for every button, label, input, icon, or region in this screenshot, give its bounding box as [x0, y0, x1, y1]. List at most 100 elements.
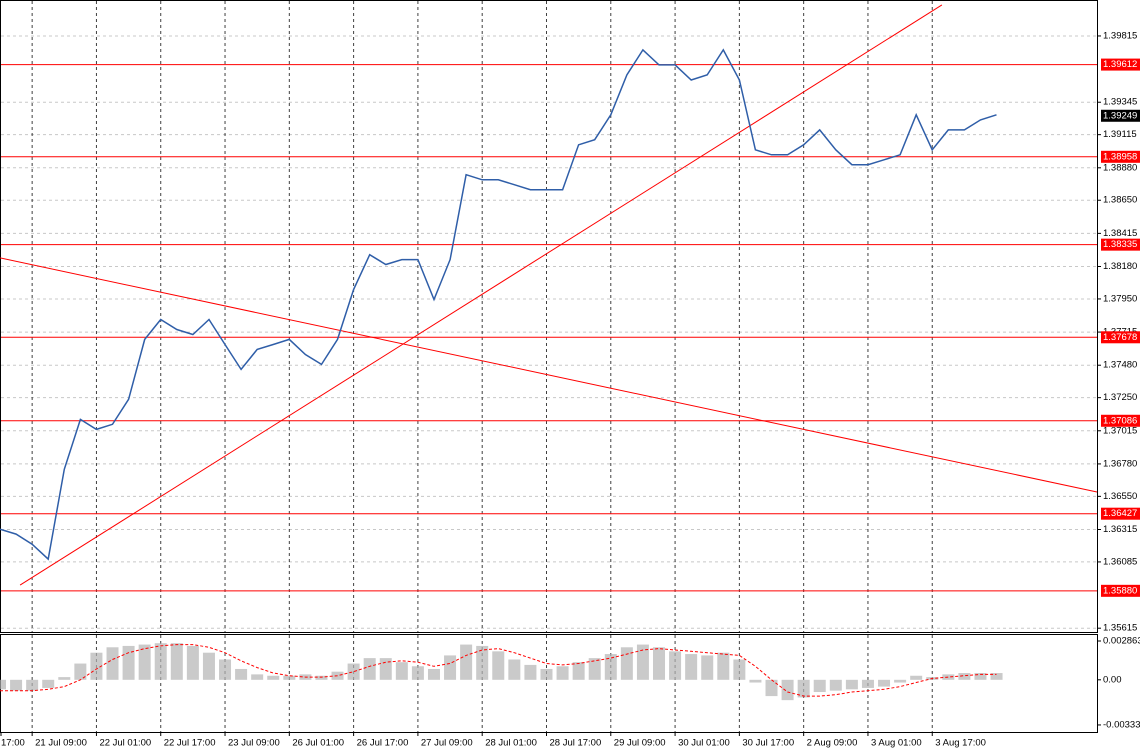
histogram-bar [235, 668, 248, 680]
histogram-bar [122, 645, 135, 680]
histogram-bar [26, 679, 39, 691]
level-label: 1.38335 [1103, 239, 1137, 250]
histogram-bar [813, 679, 826, 693]
y-tick-label: 0.00 [1103, 674, 1122, 685]
histogram-bar [669, 651, 682, 680]
histogram-bar [106, 647, 119, 680]
histogram-bar [347, 663, 360, 680]
histogram-bar [556, 666, 569, 680]
x-tick-label: 28 Jul 17:00 [549, 738, 601, 749]
x-tick-label: 2 Aug 09:00 [807, 738, 858, 749]
histogram-bar [476, 645, 489, 680]
x-tick-label: 28 Jul 01:00 [485, 738, 537, 749]
histogram-bar [653, 647, 666, 680]
y-tick-label: 1.39115 [1103, 129, 1137, 140]
histogram-bar [958, 673, 971, 680]
histogram-bar [283, 675, 296, 680]
histogram-bar [604, 654, 617, 680]
histogram-bar [42, 679, 55, 688]
histogram-bar [765, 679, 778, 697]
y-tick-label: 1.38415 [1103, 228, 1137, 239]
level-label-box [1101, 150, 1140, 163]
x-tick-label: 22 Jul 01:00 [99, 738, 151, 749]
x-tick-label: 30 Jul 01:00 [678, 738, 730, 749]
signal-line [0, 644, 997, 697]
histogram-bar [797, 679, 810, 698]
histogram-bar [411, 666, 424, 680]
histogram-bar [974, 673, 987, 680]
histogram-bar [588, 658, 601, 680]
x-tick-label: 21 Jul 09:00 [35, 738, 87, 749]
current-price-label: 1.39249 [1103, 110, 1137, 121]
histogram-bar [861, 679, 874, 688]
histogram-bar [845, 679, 858, 690]
y-tick-label: 1.37015 [1103, 425, 1137, 436]
current-price-box [1101, 109, 1140, 122]
histogram-bar [829, 679, 842, 691]
histogram-bar [395, 662, 408, 680]
y-tick-label: 1.39815 [1103, 30, 1137, 41]
x-tick-label: 26 Jul 01:00 [292, 738, 344, 749]
histogram-bar [540, 668, 553, 680]
histogram-bar [315, 675, 328, 680]
histogram-bar [74, 663, 87, 680]
y-tick-label: 1.36550 [1103, 491, 1137, 502]
histogram-bar [251, 674, 264, 680]
level-label: 1.35880 [1103, 585, 1137, 596]
level-label-box [1101, 331, 1140, 344]
y-tick-label: 1.38880 [1103, 162, 1137, 173]
x-tick-label: 29 Jul 09:00 [614, 738, 666, 749]
histogram-bar [170, 643, 183, 680]
histogram-bar [910, 675, 923, 680]
histogram-bar [427, 668, 440, 680]
histogram-bar [379, 658, 392, 680]
level-label: 1.37086 [1103, 415, 1137, 426]
level-label: 1.36427 [1103, 508, 1137, 519]
level-label-box [1101, 58, 1140, 71]
y-tick-label: 1.37480 [1103, 360, 1137, 371]
y-tick-label: 1.36780 [1103, 458, 1137, 469]
level-label-box [1101, 238, 1140, 251]
level-label-box [1101, 507, 1140, 520]
histogram-bar [186, 645, 199, 680]
histogram-bar [138, 644, 151, 680]
x-tick-label: 22 Jul 17:00 [164, 738, 216, 749]
histogram-bar [733, 659, 746, 680]
indicator-panel [0, 634, 1098, 733]
level-label: 1.38958 [1103, 151, 1137, 162]
x-tick-label: 3 Aug 17:00 [935, 738, 986, 749]
level-label: 1.37678 [1103, 332, 1137, 343]
histogram-bar [0, 679, 6, 690]
y-tick-label: 1.35615 [1103, 623, 1137, 634]
histogram-bar [942, 674, 955, 680]
level-label-box [1101, 414, 1140, 427]
y-tick-label: 1.36315 [1103, 524, 1137, 535]
y-tick-label: 1.36085 [1103, 556, 1137, 567]
y-tick-label: 0.002863 [1103, 636, 1140, 647]
x-tick-label: 26 Jul 17:00 [357, 738, 409, 749]
histogram-bar [717, 652, 730, 680]
x-tick-label: 30 Jul 17:00 [742, 738, 794, 749]
x-tick-label: 3 Aug 01:00 [871, 738, 922, 749]
histogram-bar [636, 644, 649, 680]
histogram-bar [701, 655, 714, 680]
y-tick-label: 1.37250 [1103, 392, 1137, 403]
trendline [19, 4, 943, 586]
price-line [0, 48, 997, 561]
histogram-bar [58, 677, 71, 680]
y-tick-label: 1.38180 [1103, 261, 1137, 272]
x-tick-label: 27 Jul 09:00 [421, 738, 473, 749]
histogram-bar [202, 652, 215, 680]
histogram-bar [154, 643, 167, 680]
histogram-bar [90, 652, 103, 680]
histogram-bar [10, 679, 23, 691]
y-tick-label: 1.38650 [1103, 195, 1137, 206]
histogram-bar [572, 662, 585, 680]
histogram-bar [460, 644, 473, 680]
histogram-bar [749, 679, 762, 683]
histogram-bar [267, 675, 280, 680]
y-tick-label: 1.39345 [1103, 97, 1137, 108]
histogram-bar [685, 654, 698, 680]
